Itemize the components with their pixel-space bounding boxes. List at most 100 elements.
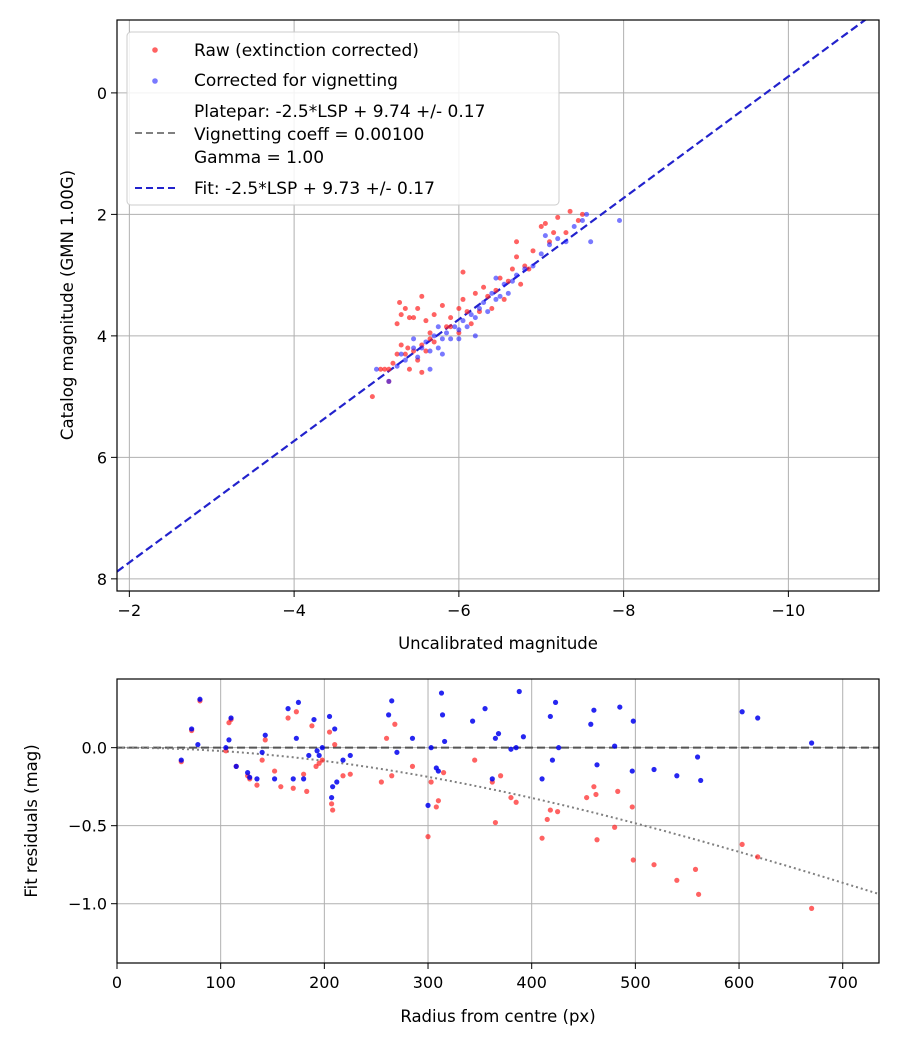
corrected-residual-point <box>539 776 545 782</box>
raw-point <box>505 278 511 284</box>
corrected-residual-point <box>306 752 312 759</box>
top-chart: −2 −4 −6 −8 −10 0 2 4 6 8 Uncalibrated magnitude… <box>58 19 880 653</box>
raw-residual-point <box>428 779 434 785</box>
raw-point <box>509 266 515 272</box>
y-tick-label: 0 <box>97 84 107 103</box>
raw-point <box>514 239 520 245</box>
raw-residual-point <box>433 804 439 810</box>
raw-point <box>431 339 437 345</box>
corrected-point <box>456 336 462 342</box>
raw-residual-point <box>309 723 315 729</box>
corrected-point <box>563 239 569 245</box>
raw-residual-point <box>472 757 478 763</box>
corrected-point <box>411 336 417 342</box>
raw-residual-point <box>383 735 390 741</box>
corrected-residual-point <box>386 712 392 718</box>
bottom-reference-lines <box>117 746 880 895</box>
raw-residual-point <box>347 771 353 777</box>
corrected-point <box>435 324 441 330</box>
raw-residual-point <box>615 788 621 794</box>
legend-corrected-label: Corrected for vignetting <box>194 71 398 91</box>
raw-residual-point <box>674 877 680 883</box>
corrected-point <box>497 293 503 299</box>
corrected-point <box>415 354 421 360</box>
x-tick-label: 400 <box>516 973 547 992</box>
corrected-point <box>617 217 623 223</box>
raw-point <box>538 224 544 230</box>
raw-residual-point <box>290 785 296 791</box>
corrected-point <box>394 363 400 369</box>
raw-point <box>575 217 581 223</box>
corrected-point <box>448 336 454 342</box>
x-tick-label: −6 <box>447 601 471 620</box>
corrected-point <box>472 333 478 339</box>
corrected-residual-point <box>513 745 519 751</box>
corrected-residual-point <box>698 777 704 784</box>
raw-point <box>460 269 466 275</box>
corrected-residual-point <box>470 718 476 724</box>
raw-point <box>493 287 499 293</box>
corrected-residual-point <box>178 757 184 763</box>
raw-point <box>427 336 433 342</box>
corrected-residual-point <box>630 718 636 724</box>
corrected-point <box>509 278 515 284</box>
raw-point <box>423 348 429 354</box>
corrected-residual-point <box>290 776 296 782</box>
raw-residual-point <box>319 757 325 763</box>
raw-point <box>518 281 524 287</box>
x-tick-label: 0 <box>112 973 122 992</box>
corrected-point <box>538 251 544 257</box>
corrected-point <box>439 351 445 357</box>
raw-residual-point <box>435 798 441 804</box>
corrected-residual-point <box>330 784 336 790</box>
corrected-residual-point <box>226 737 232 743</box>
raw-residual-point <box>389 773 395 779</box>
corrected-point <box>546 242 552 248</box>
raw-residual-point <box>271 768 278 774</box>
top-corrected-points <box>373 211 623 384</box>
raw-point <box>378 366 384 372</box>
y-tick-label: −0.5 <box>68 817 107 836</box>
raw-residual-point <box>254 782 260 788</box>
raw-point <box>439 303 445 308</box>
raw-point <box>405 345 411 351</box>
raw-residual-point <box>392 721 398 727</box>
corrected-point <box>427 366 433 372</box>
corrected-point <box>431 333 437 339</box>
corrected-residual-point <box>245 770 251 776</box>
raw-residual-point <box>692 866 699 872</box>
corrected-point <box>584 211 590 217</box>
raw-point <box>542 220 548 226</box>
x-tick-label: 600 <box>724 973 755 992</box>
raw-residual-point <box>301 771 307 777</box>
raw-point <box>369 394 375 400</box>
corrected-point <box>452 324 458 330</box>
raw-residual-point <box>293 709 299 715</box>
corrected-point <box>542 233 548 239</box>
corrected-residual-point <box>259 749 265 755</box>
raw-point <box>501 296 507 302</box>
raw-point <box>402 306 408 312</box>
raw-point <box>456 306 462 312</box>
raw-residual-point <box>651 862 657 868</box>
raw-point <box>551 230 557 236</box>
corrected-residual-point <box>428 745 434 751</box>
corrected-residual-point <box>594 762 600 768</box>
raw-residual-point <box>378 779 384 785</box>
raw-residual-point <box>497 773 504 779</box>
raw-residual-point <box>340 773 346 779</box>
raw-residual-point <box>285 715 291 721</box>
corrected-point <box>476 306 482 312</box>
raw-point <box>489 306 495 312</box>
raw-residual-point <box>612 824 618 830</box>
corrected-residual-point <box>425 802 431 808</box>
corrected-residual-point <box>482 706 488 712</box>
raw-point <box>563 230 569 236</box>
corrected-point <box>402 357 408 363</box>
raw-point <box>514 254 520 260</box>
raw-residual-point <box>593 791 599 798</box>
raw-residual-point <box>259 757 265 763</box>
corrected-residual-point <box>316 752 322 759</box>
raw-point <box>382 366 388 372</box>
corrected-residual-point <box>629 768 635 774</box>
